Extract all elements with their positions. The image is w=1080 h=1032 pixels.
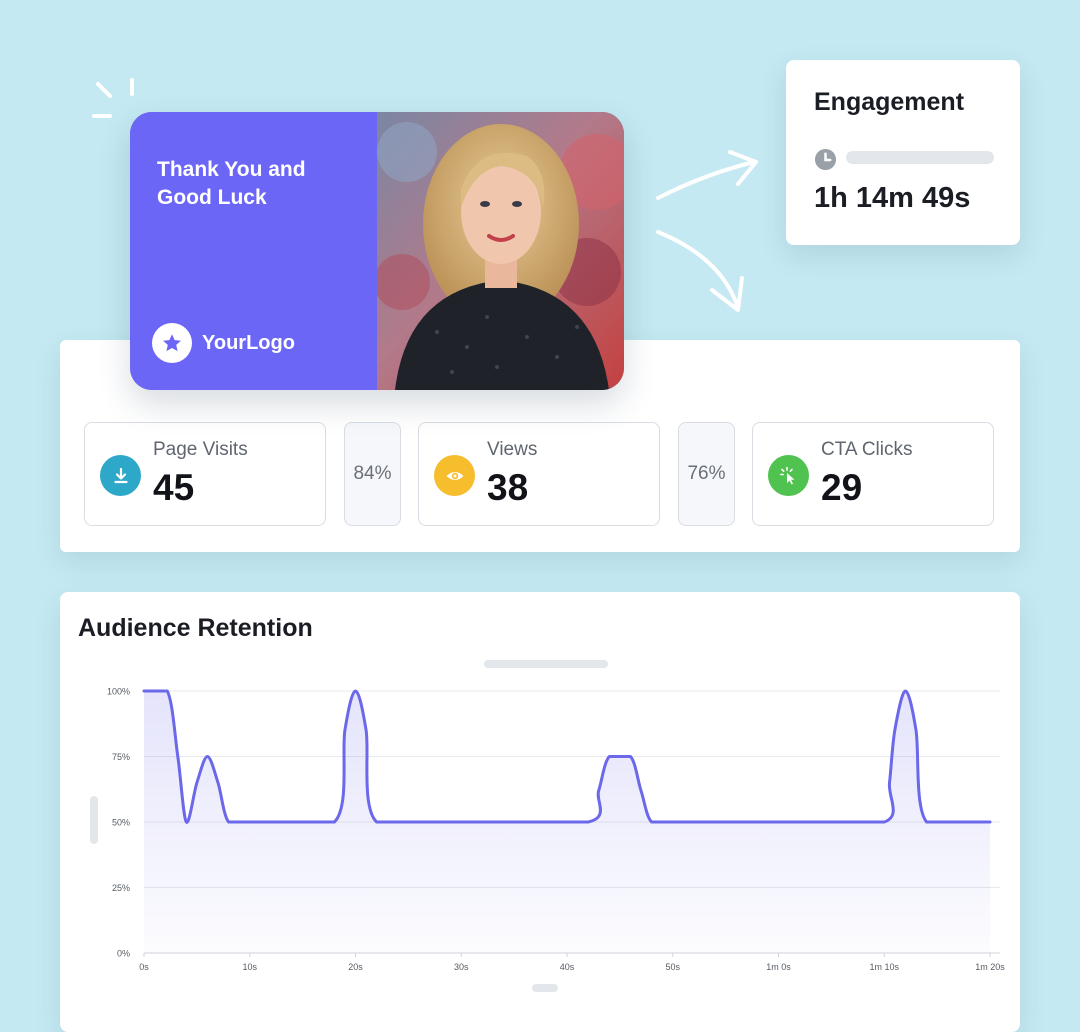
stat-card-page-visits[interactable]: Page Visits 45 <box>84 422 326 526</box>
thumbnail-title: Thank You and Good Luck <box>157 158 306 209</box>
stat-label: Page Visits <box>153 439 248 460</box>
eye-icon <box>434 455 475 496</box>
x-axis-label-placeholder <box>532 984 558 992</box>
retention-line <box>142 689 992 824</box>
x-tick-label: 10s <box>242 962 257 972</box>
star-icon <box>152 323 192 363</box>
engagement-progress-bar <box>846 151 994 164</box>
cursor-click-icon <box>768 455 809 496</box>
thumbnail-text-panel: Thank You and Good Luck YourLogo <box>130 112 377 390</box>
x-tick-label: 20s <box>348 962 363 972</box>
retention-title: Audience Retention <box>78 614 313 642</box>
stat-card-cta-clicks[interactable]: CTA Clicks 29 <box>752 422 994 526</box>
x-tick-label: 1m 20s <box>975 962 1005 972</box>
stat-label: Views <box>487 439 538 460</box>
brand-logo-text: YourLogo <box>202 331 295 354</box>
brand-logo: YourLogo <box>152 323 295 363</box>
stat-label: CTA Clicks <box>821 439 913 460</box>
conversion-rate-badge: 84% <box>344 422 401 526</box>
stat-value: 38 <box>487 467 529 508</box>
presenter-photo <box>377 112 624 390</box>
engagement-duration: 1h 14m 49s <box>814 182 971 214</box>
y-axis-label-placeholder <box>90 796 98 844</box>
x-tick-label: 0s <box>139 962 149 972</box>
download-icon <box>100 455 141 496</box>
stat-value: 29 <box>821 467 863 508</box>
y-tick-label: 0% <box>117 949 130 959</box>
x-tick-label: 1m 0s <box>766 962 791 972</box>
audience-retention-panel: Audience Retention 100% 75% 50% 25% 0% 0s 10s… <box>60 592 1020 1032</box>
x-tick-label: 40s <box>560 962 575 972</box>
clock-icon <box>814 148 837 171</box>
x-tick-label: 50s <box>665 962 680 972</box>
chart-legend-placeholder <box>484 660 608 668</box>
y-tick-label: 25% <box>112 883 130 893</box>
stat-card-views[interactable]: Views 38 <box>418 422 660 526</box>
x-tick-label: 1m 10s <box>869 962 899 972</box>
flow-arrows <box>656 150 758 312</box>
y-tick-label: 75% <box>112 752 130 762</box>
stat-value: 45 <box>153 467 195 508</box>
y-tick-label: 50% <box>112 818 130 828</box>
y-tick-label: 100% <box>107 687 130 697</box>
engagement-card: Engagement 1h 14m 49s <box>786 60 1020 245</box>
engagement-title: Engagement <box>814 88 965 116</box>
video-thumbnail-card[interactable]: Thank You and Good Luck YourLogo <box>130 112 624 390</box>
sparkle-decoration <box>92 78 134 118</box>
conversion-rate-badge: 76% <box>678 422 735 526</box>
retention-chart: 100% 75% 50% 25% 0% 0s 10s 20s 30s 40s 50s 1m 0s 1m… <box>90 660 1005 992</box>
x-tick-label: 30s <box>454 962 469 972</box>
